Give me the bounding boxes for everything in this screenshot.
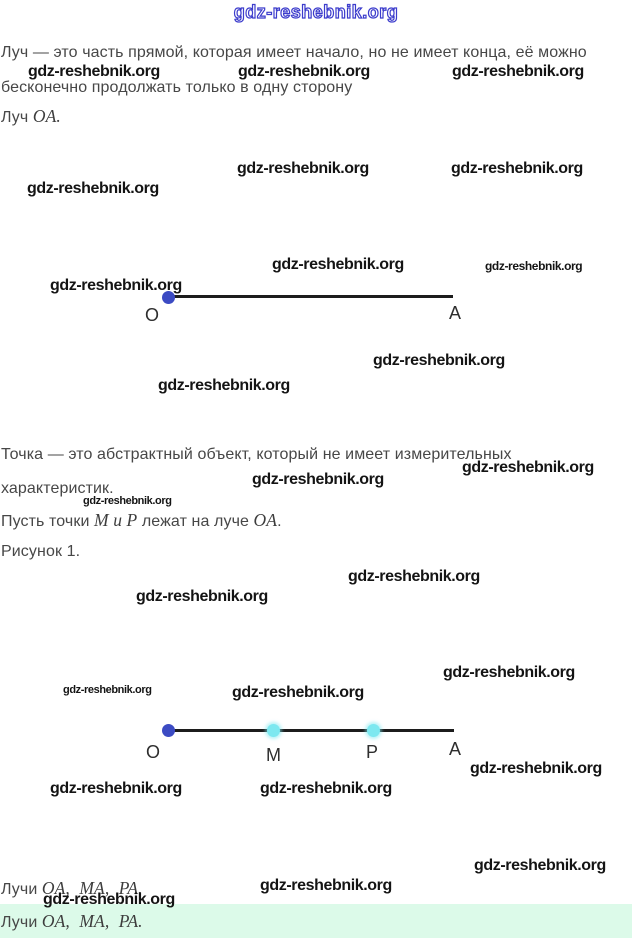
- watermark-text: gdz-reshebnik.org: [252, 471, 384, 488]
- ray-definition-line1: Луч — это часть прямой, которая имеет на…: [1, 44, 587, 61]
- ray-oa-caption: Луч OA.: [1, 106, 61, 128]
- watermark-text: gdz-reshebnik.org: [452, 63, 584, 80]
- point-p-dot: [367, 724, 380, 737]
- ray-oa-caption-prefix: Луч: [1, 109, 33, 126]
- answer-math: OA, MA, PA.: [41, 911, 143, 931]
- watermark-text: gdz-reshebnik.org: [260, 877, 392, 894]
- let-points-prefix: Пусть точки: [1, 513, 95, 530]
- watermark-text: gdz-reshebnik.org: [232, 684, 364, 701]
- watermark-text: gdz-reshebnik.org: [63, 684, 152, 696]
- watermark-text: gdz-reshebnik.org: [43, 891, 175, 908]
- watermark-text: gdz-reshebnik.org: [237, 160, 369, 177]
- rays-result-line: Лучи OA, MA, PA.: [1, 878, 143, 900]
- point-m-label: M: [266, 745, 281, 765]
- watermark-text: gdz-reshebnik.org: [27, 180, 159, 197]
- watermark-text: gdz-reshebnik.org: [451, 160, 583, 177]
- watermark-text: gdz-reshebnik.org: [238, 63, 370, 80]
- watermark-text: gdz-reshebnik.org: [373, 352, 505, 369]
- point-p-label: P: [366, 742, 379, 762]
- watermark-text: gdz-reshebnik.org: [83, 495, 172, 507]
- watermark-text: gdz-reshebnik.org: [485, 259, 583, 273]
- watermark-text: gdz-reshebnik.org: [348, 568, 480, 585]
- watermark-text: gdz-reshebnik.org: [260, 780, 392, 797]
- answer-highlight-band: [0, 904, 632, 938]
- watermark-text: gdz-reshebnik.org: [136, 588, 268, 605]
- point-definition-line1: Точка — это абстрактный объект, который …: [1, 446, 512, 463]
- rays-result-prefix: Лучи: [1, 881, 42, 898]
- let-points-middle: лежат на луче: [137, 513, 254, 530]
- watermark-outlined: gdz-reshebnik.org: [233, 1, 399, 22]
- point-o-label-2: O: [146, 742, 161, 762]
- watermark-text: gdz-reshebnik.org: [28, 63, 160, 80]
- point-o-dot-2: [162, 724, 175, 737]
- ray-oma-line: [170, 729, 454, 732]
- ray-definition-line2: бесконечно продолжать только в одну стор…: [1, 79, 353, 96]
- watermark-text: gdz-reshebnik.org: [470, 760, 602, 777]
- point-m-dot: [267, 724, 280, 737]
- let-points-line: Пусть точки M и P лежат на луче OA.: [1, 510, 282, 532]
- watermark-text: gdz-reshebnik.org: [272, 256, 404, 273]
- point-a-label: A: [449, 303, 462, 323]
- answer-prefix: Лучи: [1, 914, 42, 931]
- point-o-dot: [162, 291, 175, 304]
- watermark-text: gdz-reshebnik.org: [474, 857, 606, 874]
- ray-oa-caption-math: OA.: [32, 106, 61, 126]
- let-points-math-oa: OA: [253, 510, 278, 530]
- let-points-suffix: .: [277, 513, 282, 530]
- watermark-text: gdz-reshebnik.org: [443, 664, 575, 681]
- point-definition-line2: характеристик.: [1, 480, 114, 497]
- watermark-text: gdz-reshebnik.org: [50, 277, 182, 294]
- watermark-text: gdz-reshebnik.org: [50, 780, 182, 797]
- figure-caption: Рисунок 1.: [1, 543, 81, 560]
- point-o-label: O: [145, 305, 160, 325]
- ray-oa-line: [170, 295, 453, 298]
- answer-line: Лучи OA, MA, PA.: [1, 911, 143, 933]
- let-points-math-mp: M и P: [94, 510, 138, 530]
- point-a-label-2: A: [449, 739, 462, 759]
- watermark-text: gdz-reshebnik.org: [462, 459, 594, 476]
- rays-result-math: OA, MA, PA.: [41, 878, 143, 898]
- watermark-text: gdz-reshebnik.org: [158, 377, 290, 394]
